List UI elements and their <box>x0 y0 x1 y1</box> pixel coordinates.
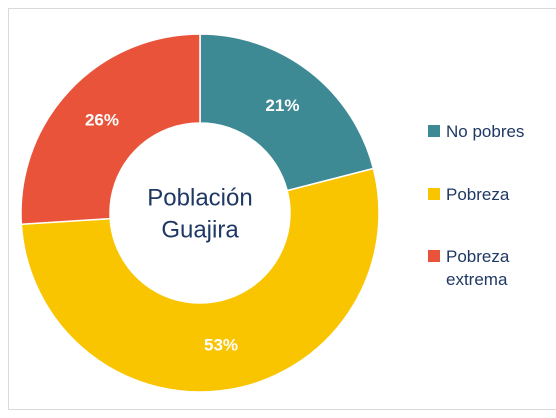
donut-slice <box>199 33 375 192</box>
legend-item: No pobres <box>428 120 546 143</box>
chart-frame <box>8 8 556 410</box>
data-label: 53% <box>204 335 238 354</box>
center-text: Guajira <box>161 216 239 243</box>
legend-item: Pobreza <box>428 183 546 206</box>
legend-item: Pobreza extrema <box>428 245 546 291</box>
data-label: 26% <box>85 110 119 129</box>
legend-swatch <box>428 188 440 200</box>
donut: 21% 53% 26% Población Guajira <box>20 33 380 393</box>
legend-label: No pobres <box>446 122 525 141</box>
legend-label: Pobreza extrema <box>446 247 510 289</box>
legend: No pobres Pobreza Pobreza extrema <box>428 0 556 418</box>
legend-swatch <box>428 125 440 137</box>
center-text: Población <box>147 184 252 211</box>
legend-label: Pobreza <box>446 185 510 204</box>
donut-slice <box>20 33 201 226</box>
data-label: 21% <box>265 96 299 115</box>
legend-swatch <box>428 250 440 262</box>
donut-slice <box>20 167 380 393</box>
